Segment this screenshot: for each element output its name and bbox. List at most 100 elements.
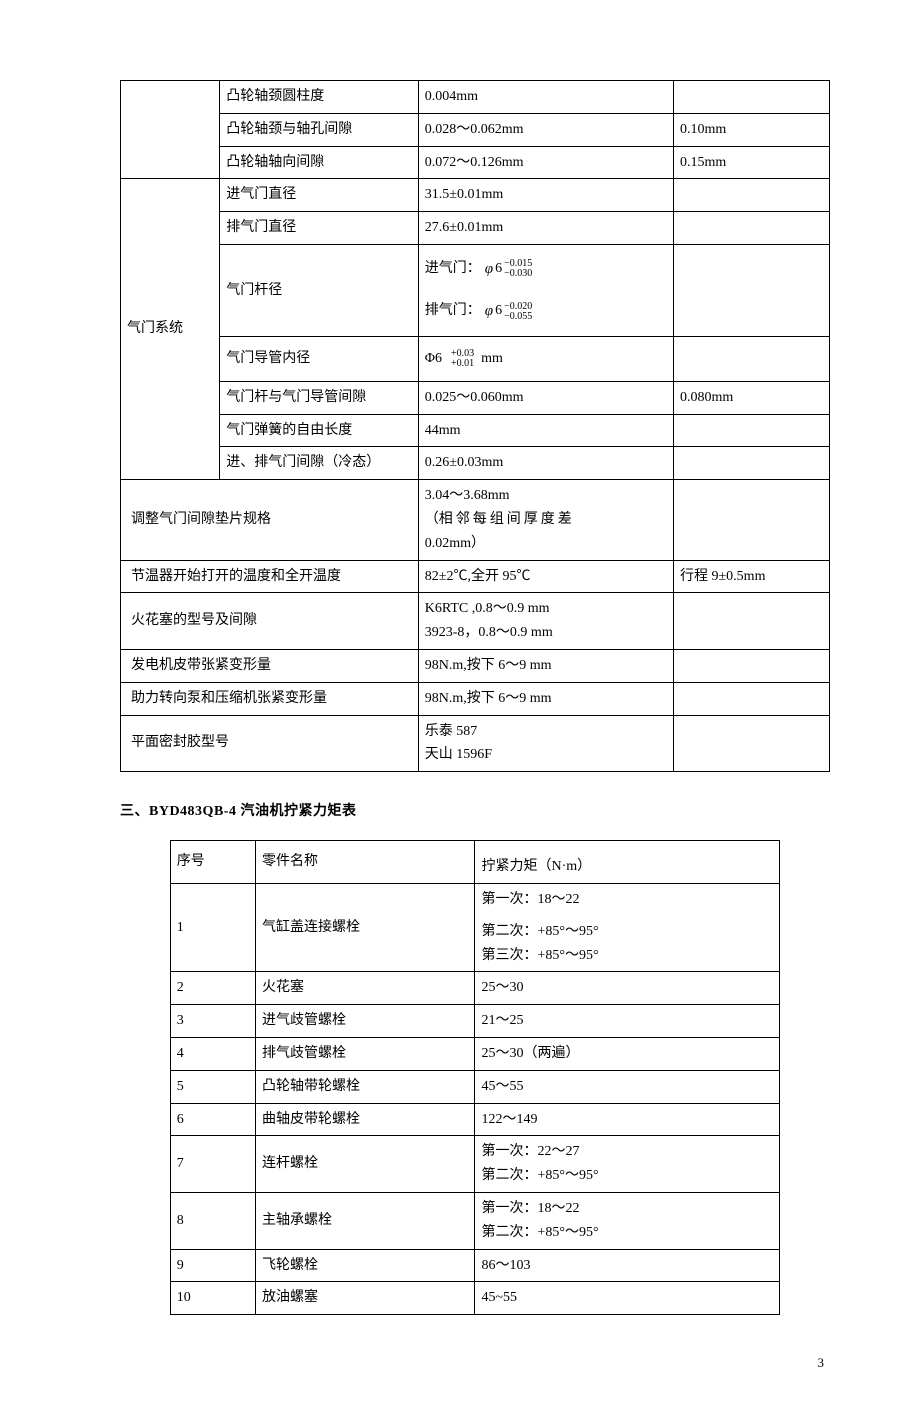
cell: 0.10mm [674,113,830,146]
cell: 助力转向泵和压缩机张紧变形量 [121,682,419,715]
table-row: 火花塞的型号及间隙K6RTC ,0.8～0.9 mm3923-8，0.8～0.9… [121,593,830,650]
cell: 2 [170,972,255,1005]
cell: 第一次：18～22第二次：+85°～95° [475,1192,780,1249]
table-row: 10放油螺塞45~55 [170,1282,780,1315]
table-row: 4排气歧管螺栓25～30（两遍） [170,1037,780,1070]
cell: 10 [170,1282,255,1315]
table-row: 凸轮轴颈圆柱度0.004mm [121,81,830,114]
cell: 进气门：φ6−0.015−0.030排气门：φ6−0.020−0.055 [418,244,673,336]
cell: 节温器开始打开的温度和全开温度 [121,560,419,593]
cell [674,715,830,772]
table-row: 进、排气门间隙（冷态）0.26±0.03mm [121,447,830,480]
cell: 0.004mm [418,81,673,114]
cell: 第一次：22～27第二次：+85°～95° [475,1136,780,1193]
cell: 86～103 [475,1249,780,1282]
stem-exhaust-label: 排气门： [425,298,481,325]
table-row: 助力转向泵和压缩机张紧变形量98N.m,按下 6～9 mm [121,682,830,715]
cell: K6RTC ,0.8～0.9 mm3923-8，0.8～0.9 mm [418,593,673,650]
cell: 1 [170,883,255,971]
cell: 序号 [170,841,255,884]
cell: 0.072～0.126mm [418,146,673,179]
cell: 零件名称 [256,841,475,884]
table-row: 平面密封胶型号乐泰 587天山 1596F [121,715,830,772]
cell: 凸轮轴轴向间隙 [220,146,419,179]
cell: 气门系统 [121,179,220,480]
cell [674,447,830,480]
table-row: 6曲轴皮带轮螺栓122～149 [170,1103,780,1136]
cell: 拧紧力矩（N·m） [475,841,780,884]
table-row: 调整气门间隙垫片规格3.04～3.68mm（相邻每组间厚度差0.02mm） [121,480,830,560]
torque-table: 序号零件名称拧紧力矩（N·m）1气缸盖连接螺栓第一次：18～22第二次：+85°… [170,840,781,1315]
cell: 进、排气门间隙（冷态） [220,447,419,480]
cell [674,480,830,560]
cell: 8 [170,1192,255,1249]
cell: 5 [170,1070,255,1103]
table-row: 气门系统进气门直径31.5±0.01mm [121,179,830,212]
cell: 98N.m,按下 6～9 mm [418,649,673,682]
table-row: 5凸轮轴带轮螺栓45～55 [170,1070,780,1103]
cell: 3 [170,1005,255,1038]
cell: 凸轮轴带轮螺栓 [256,1070,475,1103]
cell [121,81,220,179]
table-row: 7连杆螺栓第一次：22～27第二次：+85°～95° [170,1136,780,1193]
cell: 排气门直径 [220,212,419,245]
table-row: 气门杆与气门导管间隙0.025～0.060mm0.080mm [121,381,830,414]
cell [674,682,830,715]
cell: 曲轴皮带轮螺栓 [256,1103,475,1136]
cell [674,593,830,650]
table-row: 3进气歧管螺栓21～25 [170,1005,780,1038]
table-row: 气门导管内径Φ6 +0.03+0.01 mm [121,336,830,381]
cell: 0.025～0.060mm [418,381,673,414]
cell [674,179,830,212]
cell: 发电机皮带张紧变形量 [121,649,419,682]
cell: 排气歧管螺栓 [256,1037,475,1070]
cell: 45~55 [475,1282,780,1315]
cell: 82±2℃,全开 95℃ [418,560,673,593]
cell: 调整气门间隙垫片规格 [121,480,419,560]
table-row: 气门杆径进气门：φ6−0.015−0.030排气门：φ6−0.020−0.055 [121,244,830,336]
cell: 4 [170,1037,255,1070]
section-heading: 三、BYD483QB-4 汽油机拧紧力矩表 [120,800,830,820]
cell: 气门弹簧的自由长度 [220,414,419,447]
table-row: 1气缸盖连接螺栓第一次：18～22第二次：+85°～95°第三次：+85°～95… [170,883,780,971]
spec-table: 凸轮轴颈圆柱度0.004mm凸轮轴颈与轴孔间隙0.028～0.062mm0.10… [120,80,830,772]
cell [674,414,830,447]
cell: 乐泰 587天山 1596F [418,715,673,772]
cell: 凸轮轴颈圆柱度 [220,81,419,114]
cell: 0.080mm [674,381,830,414]
stem-intake-label: 进气门： [425,256,481,283]
table-row: 9飞轮螺栓86～103 [170,1249,780,1282]
table-row: 气门弹簧的自由长度44mm [121,414,830,447]
cell: 火花塞的型号及间隙 [121,593,419,650]
cell: 气门杆与气门导管间隙 [220,381,419,414]
cell [674,244,830,336]
cell: 气缸盖连接螺栓 [256,883,475,971]
cell: 进气歧管螺栓 [256,1005,475,1038]
cell: 98N.m,按下 6～9 mm [418,682,673,715]
table-row: 节温器开始打开的温度和全开温度82±2℃,全开 95℃行程 9±0.5mm [121,560,830,593]
cell: 31.5±0.01mm [418,179,673,212]
cell: 21～25 [475,1005,780,1038]
table-row: 凸轮轴轴向间隙0.072～0.126mm0.15mm [121,146,830,179]
cell: 飞轮螺栓 [256,1249,475,1282]
cell: 7 [170,1136,255,1193]
cell: 平面密封胶型号 [121,715,419,772]
table-row: 发电机皮带张紧变形量98N.m,按下 6～9 mm [121,649,830,682]
cell: Φ6 +0.03+0.01 mm [418,336,673,381]
cell: 放油螺塞 [256,1282,475,1315]
cell: 25～30 [475,972,780,1005]
page-number: 3 [120,1355,830,1371]
cell: 气门杆径 [220,244,419,336]
cell: 连杆螺栓 [256,1136,475,1193]
cell: 0.15mm [674,146,830,179]
table-row: 2火花塞25～30 [170,972,780,1005]
cell: 45～55 [475,1070,780,1103]
cell [674,336,830,381]
cell: 44mm [418,414,673,447]
cell: 0.028～0.062mm [418,113,673,146]
cell: 凸轮轴颈与轴孔间隙 [220,113,419,146]
cell: 9 [170,1249,255,1282]
cell [674,212,830,245]
cell: 0.26±0.03mm [418,447,673,480]
cell: 27.6±0.01mm [418,212,673,245]
